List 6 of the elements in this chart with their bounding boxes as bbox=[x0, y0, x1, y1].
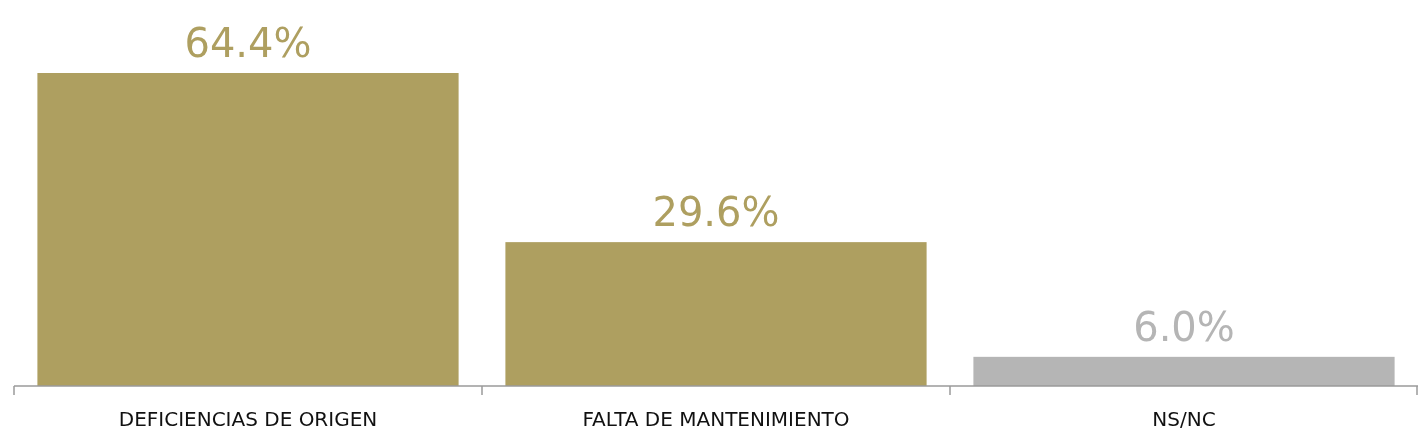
data-label: 6.0% bbox=[1133, 303, 1235, 350]
x-tick-label: DEFICIENCIAS DE ORIGEN bbox=[118, 407, 378, 431]
data-label: 29.6% bbox=[652, 189, 780, 236]
data-label: 64.4% bbox=[184, 20, 312, 66]
x-tick-label: FALTA DE MANTENIMIENTO bbox=[582, 407, 850, 431]
x-tick-label: NS/NC bbox=[1152, 407, 1216, 431]
